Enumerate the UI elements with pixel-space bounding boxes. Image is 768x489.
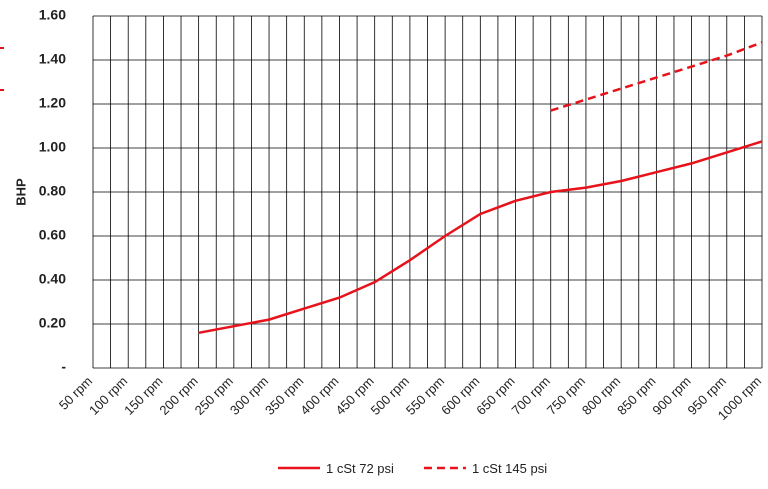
y-axis-label: BHP bbox=[13, 178, 28, 206]
y-tick-label: 0.80 bbox=[39, 183, 66, 199]
y-tick-label: 1.60 bbox=[39, 7, 66, 23]
series-line bbox=[550, 41, 763, 112]
legend-label: 1 cSt 72 psi bbox=[326, 461, 394, 476]
y-tick-label: 1.00 bbox=[39, 139, 66, 155]
series-line bbox=[198, 140, 763, 335]
y-tick-label: 1.20 bbox=[39, 95, 66, 111]
y-tick-label: 1.40 bbox=[39, 51, 66, 67]
y-tick-label: 0.20 bbox=[39, 315, 66, 331]
y-tick-label: 0.40 bbox=[39, 271, 66, 287]
legend-label: 1 cSt 145 psi bbox=[472, 461, 547, 476]
y-tick-label: 0.60 bbox=[39, 227, 66, 243]
y-tick-label: - bbox=[61, 359, 66, 375]
